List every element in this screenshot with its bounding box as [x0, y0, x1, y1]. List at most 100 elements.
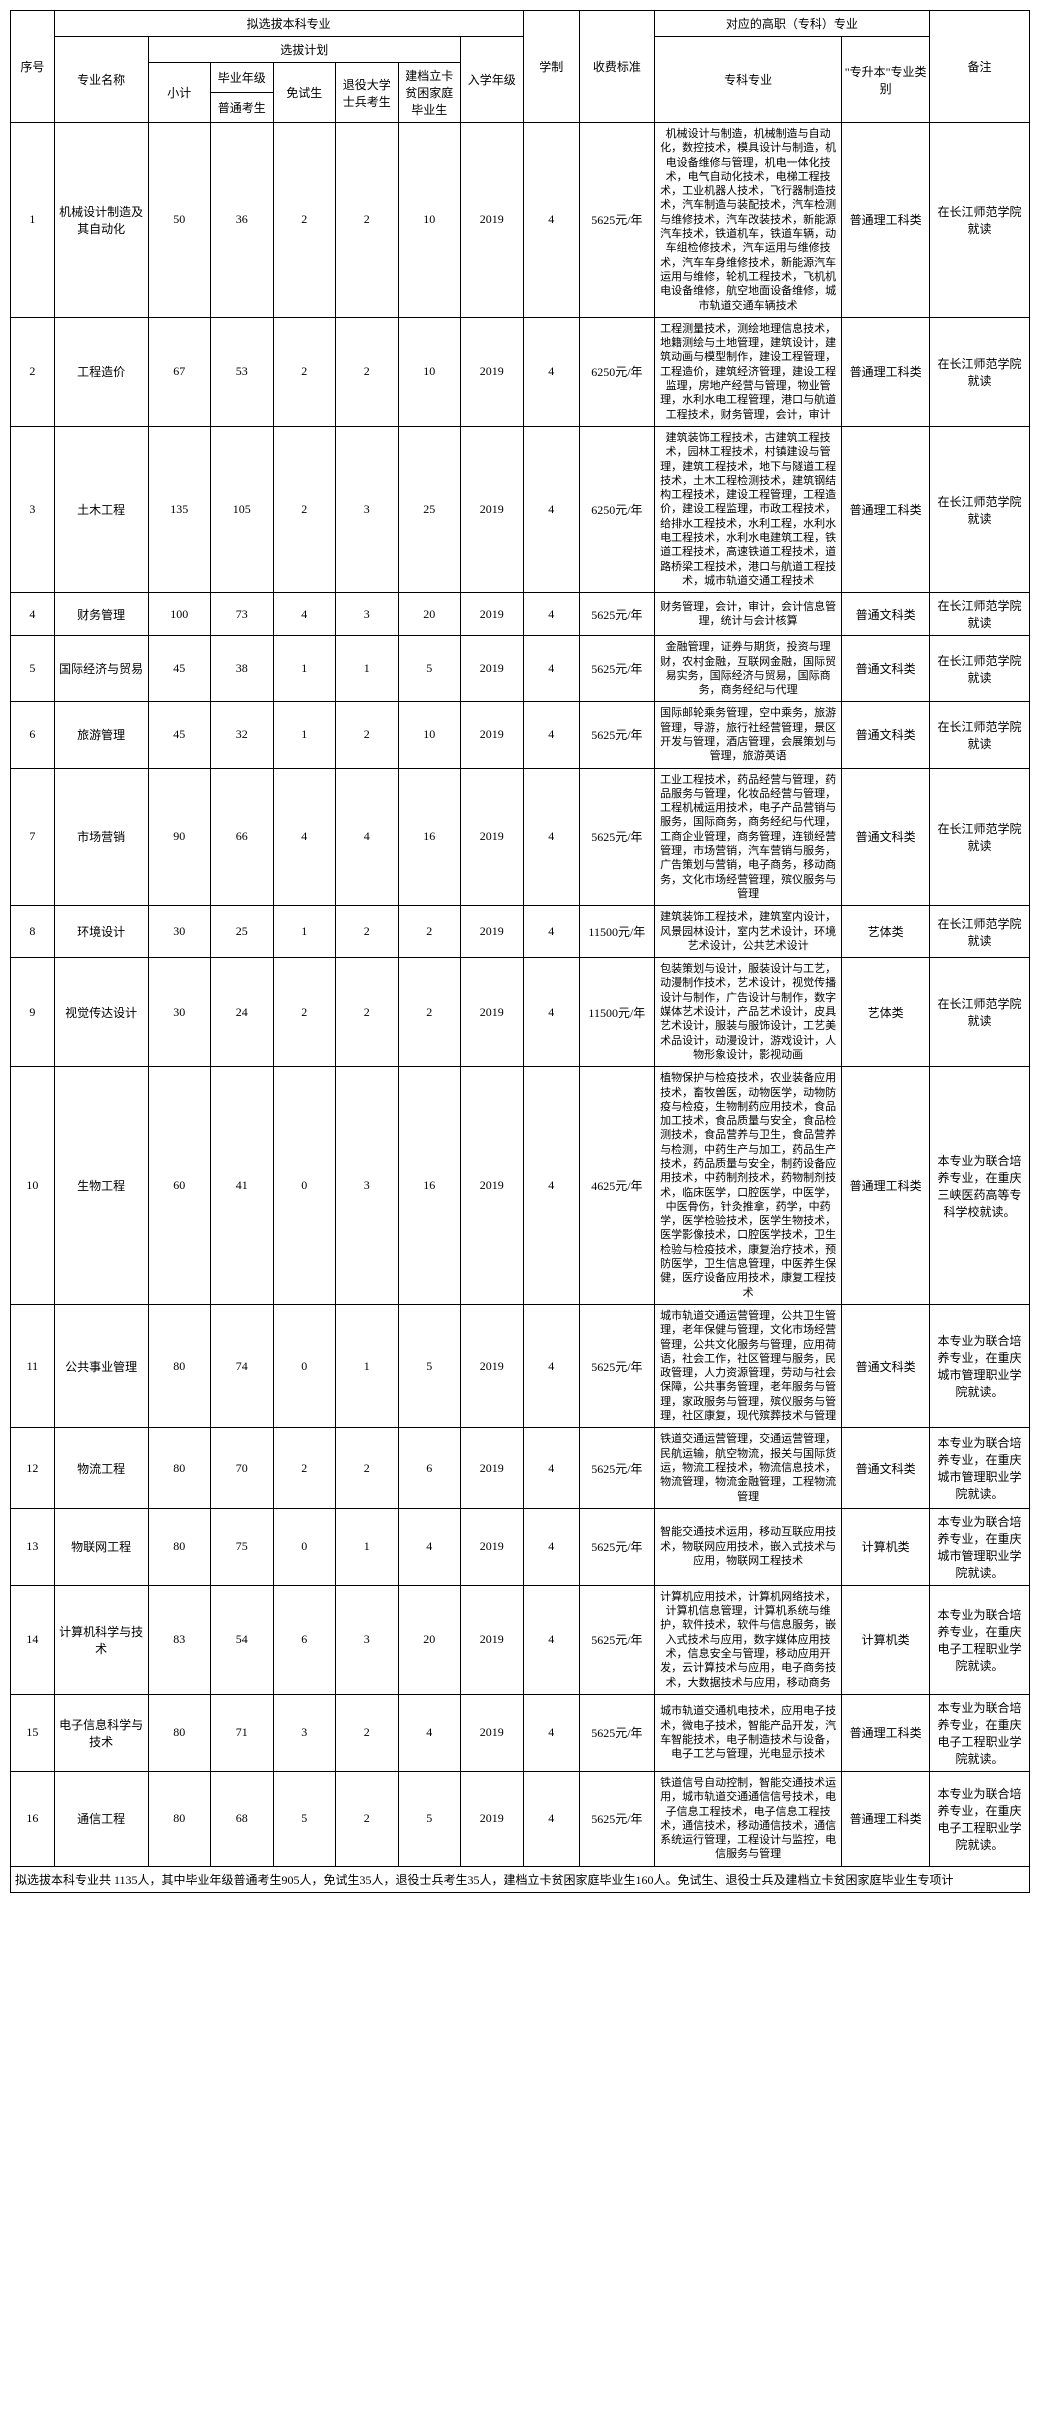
cell-putong: 70: [211, 1428, 274, 1508]
cell-name: 通信工程: [54, 1771, 148, 1866]
cell-putong: 32: [211, 702, 274, 768]
cell-year: 2019: [461, 1304, 524, 1427]
cell-year: 2019: [461, 1067, 524, 1305]
header-putong: 普通考生: [211, 93, 274, 123]
table-body: 1机械设计制造及其自动化50362210201945625元/年机械设计与制造，…: [11, 123, 1030, 1867]
cell-fee: 5625元/年: [579, 636, 654, 702]
cell-tuiyi: 1: [336, 636, 399, 702]
cell-xuezhi: 4: [523, 702, 579, 768]
cell-tuiyi: 2: [336, 1694, 399, 1771]
cell-mianshi: 2: [273, 317, 336, 426]
cell-tuiyi: 2: [336, 317, 399, 426]
header-mianshi: 免试生: [273, 63, 336, 123]
cell-xiaoji: 80: [148, 1508, 211, 1585]
cell-seq: 7: [11, 768, 55, 906]
cell-seq: 10: [11, 1067, 55, 1305]
table-row: 13物联网工程8075014201945625元/年智能交通技术运用，移动互联应…: [11, 1508, 1030, 1585]
header-category: "专升本"专业类别: [842, 37, 930, 123]
cell-zhuanke: 建筑装饰工程技术，建筑室内设计，风景园林设计，室内艺术设计，环境艺术设计，公共艺…: [654, 906, 842, 958]
cell-mianshi: 3: [273, 1694, 336, 1771]
header-jiandang: 建档立卡贫困家庭毕业生: [398, 63, 461, 123]
cell-name: 计算机科学与技术: [54, 1585, 148, 1694]
cell-remarks: 在长江师范学院就读: [929, 593, 1029, 636]
cell-xiaoji: 100: [148, 593, 211, 636]
cell-xiaoji: 80: [148, 1304, 211, 1427]
cell-fee: 11500元/年: [579, 958, 654, 1067]
cell-xuezhi: 4: [523, 1304, 579, 1427]
cell-name: 市场营销: [54, 768, 148, 906]
cell-fee: 5625元/年: [579, 1585, 654, 1694]
cell-fee: 5625元/年: [579, 1428, 654, 1508]
header-year: 入学年级: [461, 37, 524, 123]
cell-seq: 4: [11, 593, 55, 636]
table-row: 5国际经济与贸易4538115201945625元/年金融管理，证券与期货，投资…: [11, 636, 1030, 702]
header-xiaoji: 小计: [148, 63, 211, 123]
header-remarks: 备注: [929, 11, 1029, 123]
table-row: 7市场营销90664416201945625元/年工业工程技术，药品经营与管理，…: [11, 768, 1030, 906]
cell-jiandang: 4: [398, 1508, 461, 1585]
cell-tuiyi: 2: [336, 702, 399, 768]
cell-zhuanke: 国际邮轮乘务管理，空中乘务，旅游管理，导游，旅行社经营管理，景区开发与管理，酒店…: [654, 702, 842, 768]
cell-remarks: 在长江师范学院就读: [929, 636, 1029, 702]
header-xuezhi: 学制: [523, 11, 579, 123]
cell-xiaoji: 45: [148, 702, 211, 768]
cell-putong: 68: [211, 1771, 274, 1866]
cell-mianshi: 4: [273, 768, 336, 906]
cell-xiaoji: 80: [148, 1771, 211, 1866]
cell-jiandang: 20: [398, 593, 461, 636]
admissions-table: 序号 拟选拔本科专业 学制 收费标准 对应的高职（专科）专业 备注 专业名称 选…: [10, 10, 1030, 1893]
cell-xuezhi: 4: [523, 317, 579, 426]
cell-xiaoji: 80: [148, 1694, 211, 1771]
cell-category: 计算机类: [842, 1585, 930, 1694]
cell-remarks: 在长江师范学院就读: [929, 768, 1029, 906]
cell-xuezhi: 4: [523, 1585, 579, 1694]
table-row: 3土木工程1351052325201946250元/年建筑装饰工程技术，古建筑工…: [11, 426, 1030, 592]
cell-mianshi: 4: [273, 593, 336, 636]
cell-xiaoji: 135: [148, 426, 211, 592]
cell-category: 普通理工科类: [842, 1067, 930, 1305]
cell-remarks: 在长江师范学院就读: [929, 906, 1029, 958]
cell-remarks: 在长江师范学院就读: [929, 958, 1029, 1067]
header-seq: 序号: [11, 11, 55, 123]
cell-seq: 12: [11, 1428, 55, 1508]
table-row: 12物流工程8070226201945625元/年铁道交通运营管理，交通运营管理…: [11, 1428, 1030, 1508]
cell-xuezhi: 4: [523, 906, 579, 958]
cell-jiandang: 16: [398, 768, 461, 906]
cell-zhuanke: 机械设计与制造，机械制造与自动化，数控技术，模具设计与制造，机电设备维修与管理，…: [654, 123, 842, 318]
cell-year: 2019: [461, 702, 524, 768]
cell-tuiyi: 2: [336, 1428, 399, 1508]
cell-zhuanke: 包装策划与设计，服装设计与工艺，动漫制作技术，艺术设计，视觉传播设计与制作，广告…: [654, 958, 842, 1067]
cell-mianshi: 2: [273, 426, 336, 592]
cell-zhuanke: 智能交通技术运用，移动互联应用技术，物联网应用技术，嵌入式技术与应用，物联网工程…: [654, 1508, 842, 1585]
cell-year: 2019: [461, 593, 524, 636]
cell-xuezhi: 4: [523, 593, 579, 636]
table-header: 序号 拟选拔本科专业 学制 收费标准 对应的高职（专科）专业 备注 专业名称 选…: [11, 11, 1030, 123]
cell-mianshi: 0: [273, 1067, 336, 1305]
cell-xiaoji: 90: [148, 768, 211, 906]
cell-name: 土木工程: [54, 426, 148, 592]
table-row: 8环境设计30251222019411500元/年建筑装饰工程技术，建筑室内设计…: [11, 906, 1030, 958]
cell-xuezhi: 4: [523, 1428, 579, 1508]
cell-putong: 75: [211, 1508, 274, 1585]
cell-seq: 1: [11, 123, 55, 318]
cell-zhuanke: 建筑装饰工程技术，古建筑工程技术，园林工程技术，村镇建设与管理，建筑工程技术，地…: [654, 426, 842, 592]
cell-mianshi: 5: [273, 1771, 336, 1866]
cell-category: 普通理工科类: [842, 317, 930, 426]
cell-remarks: 在长江师范学院就读: [929, 702, 1029, 768]
cell-xiaoji: 67: [148, 317, 211, 426]
table-row: 4财务管理100734320201945625元/年财务管理，会计，审计，会计信…: [11, 593, 1030, 636]
cell-putong: 36: [211, 123, 274, 318]
cell-seq: 14: [11, 1585, 55, 1694]
cell-tuiyi: 2: [336, 123, 399, 318]
cell-jiandang: 5: [398, 1771, 461, 1866]
header-gaozhi-group: 对应的高职（专科）专业: [654, 11, 929, 37]
cell-zhuanke: 城市轨道交通机电技术，应用电子技术，微电子技术，智能产品开发，汽车智能技术，电子…: [654, 1694, 842, 1771]
cell-remarks: 本专业为联合培养专业，在重庆电子工程职业学院就读。: [929, 1771, 1029, 1866]
cell-putong: 73: [211, 593, 274, 636]
cell-mianshi: 2: [273, 958, 336, 1067]
cell-xiaoji: 45: [148, 636, 211, 702]
cell-fee: 5625元/年: [579, 593, 654, 636]
cell-category: 普通文科类: [842, 636, 930, 702]
table-row: 11公共事业管理8074015201945625元/年城市轨道交通运营管理，公共…: [11, 1304, 1030, 1427]
cell-xuezhi: 4: [523, 1694, 579, 1771]
